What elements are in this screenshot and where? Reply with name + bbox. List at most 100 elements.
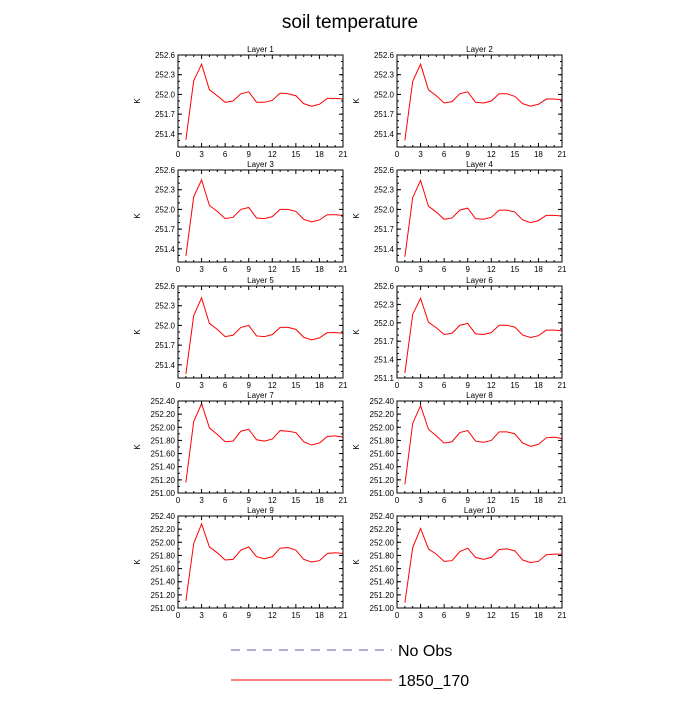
legend-label: 1850_170 [398, 673, 469, 690]
x-tick-label: 9 [465, 150, 470, 159]
x-tick-label: 15 [291, 496, 300, 505]
panel-layer-5: Layer 5 K 0 3 6 9 12 15 18 21 251.4 251.7 252.0 252.3… [133, 276, 348, 390]
plot-frame [396, 285, 563, 379]
x-tick-label: 6 [223, 496, 228, 505]
x-tick-label: 12 [487, 611, 496, 620]
panel-layer-4: Layer 4 K 0 3 6 9 12 15 18 21 251.4 251.7 252.0 252.3… [352, 160, 567, 274]
x-tick-label: 0 [395, 496, 400, 505]
x-tick-label: 9 [465, 265, 470, 274]
y-tick-label: 252.0 [374, 205, 395, 214]
x-tick-label: 0 [176, 611, 181, 620]
x-tick-label: 6 [442, 611, 447, 620]
x-tick-label: 21 [339, 611, 348, 620]
y-tick-label: 251.4 [374, 245, 395, 254]
x-tick-label: 3 [199, 611, 204, 620]
y-tick-label: 252.3 [374, 71, 395, 80]
y-tick-label: 251.60 [151, 565, 176, 574]
x-tick-label: 12 [268, 265, 277, 274]
y-tick-label: 252.00 [151, 423, 176, 432]
y-tick-label: 252.3 [374, 186, 395, 195]
y-tick-label: 252.40 [370, 512, 395, 521]
y-tick-label: 251.7 [155, 341, 176, 350]
y-axis-label: K [352, 559, 361, 565]
panel-title: Layer 4 [466, 160, 493, 169]
x-tick-label: 0 [176, 150, 181, 159]
x-tick-label: 15 [510, 150, 519, 159]
x-tick-label: 9 [246, 265, 251, 274]
panel-title: Layer 5 [247, 276, 274, 285]
x-tick-label: 21 [339, 265, 348, 274]
y-tick-label: 251.80 [151, 436, 176, 445]
x-tick-label: 15 [510, 496, 519, 505]
x-tick-label: 9 [246, 150, 251, 159]
x-tick-label: 18 [315, 150, 324, 159]
y-tick-label: 251.00 [370, 604, 395, 613]
x-tick-label: 9 [246, 496, 251, 505]
y-axis-label: K [352, 213, 361, 219]
legend-label: No Obs [398, 643, 452, 660]
y-tick-label: 252.6 [155, 166, 176, 175]
y-axis-label: K [133, 98, 142, 104]
y-tick-label: 251.4 [374, 130, 395, 139]
x-tick-label: 0 [395, 265, 400, 274]
y-axis-label: K [133, 213, 142, 219]
y-tick-label: 251.7 [374, 225, 395, 234]
panel-layer-7: Layer 7 K 0 3 6 9 12 15 18 21 251.00 251.20 251.40 25… [133, 391, 348, 505]
x-tick-label: 15 [291, 150, 300, 159]
y-tick-label: 252.6 [374, 282, 395, 291]
x-tick-label: 0 [395, 611, 400, 620]
x-tick-label: 12 [487, 496, 496, 505]
x-tick-label: 9 [246, 611, 251, 620]
x-tick-label: 21 [558, 265, 567, 274]
plot-frame [177, 515, 344, 609]
panel-title: Layer 7 [247, 391, 274, 400]
y-tick-label: 252.6 [374, 51, 395, 60]
x-tick-label: 12 [268, 496, 277, 505]
x-tick-label: 15 [510, 611, 519, 620]
panel-title: Layer 9 [247, 506, 274, 515]
y-tick-label: 251.60 [370, 565, 395, 574]
y-tick-label: 252.3 [155, 186, 176, 195]
y-tick-label: 251.20 [151, 591, 176, 600]
panel-layer-2: Layer 2 K 0 3 6 9 12 15 18 21 251.4 251.7 252.0 252.3… [352, 45, 567, 159]
x-tick-label: 0 [395, 150, 400, 159]
y-tick-label: 251.60 [370, 450, 395, 459]
x-tick-label: 0 [176, 496, 181, 505]
x-tick-label: 6 [223, 381, 228, 390]
x-tick-label: 6 [442, 381, 447, 390]
y-tick-label: 252.0 [155, 205, 176, 214]
y-tick-label: 252.20 [370, 410, 395, 419]
y-tick-label: 252.6 [155, 282, 176, 291]
x-tick-label: 0 [176, 381, 181, 390]
series-line-1850_170 [404, 179, 563, 257]
x-tick-label: 21 [339, 381, 348, 390]
y-tick-label: 251.1 [374, 374, 395, 383]
x-tick-label: 12 [268, 611, 277, 620]
y-tick-label: 251.7 [155, 110, 176, 119]
y-axis-label: K [133, 559, 142, 565]
x-tick-label: 18 [534, 496, 543, 505]
y-tick-label: 251.00 [151, 489, 176, 498]
panel-layer-10: Layer 10 K 0 3 6 9 12 15 18 21 251.00 251.20 251.40 2… [352, 506, 567, 620]
y-tick-label: 252.00 [370, 538, 395, 547]
x-tick-label: 15 [510, 381, 519, 390]
series-line-1850_170 [404, 527, 562, 603]
x-tick-label: 12 [487, 150, 496, 159]
panel-title: Layer 10 [464, 506, 496, 515]
x-tick-label: 3 [199, 381, 204, 390]
x-tick-label: 21 [558, 496, 567, 505]
y-tick-label: 252.3 [374, 300, 395, 309]
x-tick-label: 15 [510, 265, 519, 274]
y-tick-label: 251.20 [370, 591, 395, 600]
y-tick-label: 252.00 [370, 423, 395, 432]
y-tick-label: 252.20 [151, 525, 176, 534]
y-axis-label: K [133, 329, 142, 335]
x-tick-label: 9 [465, 611, 470, 620]
x-tick-label: 0 [395, 381, 400, 390]
x-tick-label: 0 [176, 265, 181, 274]
x-tick-label: 3 [199, 496, 204, 505]
y-axis-label: K [352, 444, 361, 450]
panel-layer-6: Layer 6 K 0 3 6 9 12 15 18 21 251.1 251.4 251.7 252.0… [352, 276, 567, 390]
plot-frame [177, 285, 344, 379]
x-tick-label: 12 [268, 381, 277, 390]
